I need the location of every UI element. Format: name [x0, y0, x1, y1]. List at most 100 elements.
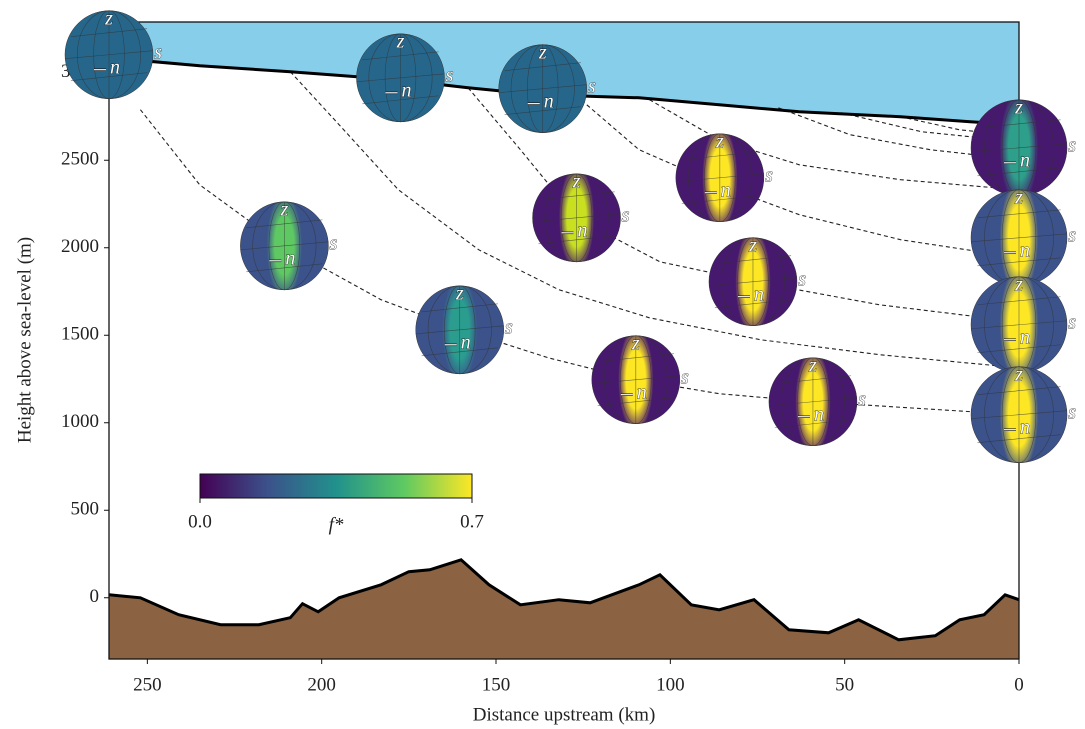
orientation-sphere: z n s — [970, 186, 1076, 287]
sphere-parallel — [362, 95, 439, 105]
sphere-parallel — [714, 299, 792, 308]
y-tick-label: 2500 — [61, 149, 99, 170]
sphere-parallel — [977, 386, 1061, 395]
sphere-parallel — [977, 296, 1061, 306]
flowline — [575, 95, 1019, 259]
sphere-label-s: s — [505, 316, 513, 338]
sphere-parallel — [421, 303, 498, 313]
sphere-parallel — [681, 195, 758, 205]
orientation-sphere: z n s — [768, 354, 866, 447]
sphere-label-s: s — [798, 268, 806, 290]
sphere-parallel — [977, 344, 1061, 354]
y-tick-label: 2000 — [61, 236, 99, 257]
sphere-parallel — [774, 419, 852, 429]
sphere-parallel — [675, 173, 764, 183]
y-axis-label: Height above sea-level (m) — [14, 237, 35, 443]
x-tick-label: 250 — [133, 674, 162, 695]
sphere-parallel — [246, 263, 323, 273]
sphere-parallel — [714, 255, 792, 264]
sphere-outline — [591, 335, 681, 424]
orientation-sphere: z n s — [970, 363, 1076, 464]
sphere-label-z: z — [1014, 363, 1023, 385]
sphere-parallel — [504, 106, 581, 115]
flowline — [139, 109, 1019, 416]
sphere-parallel — [977, 434, 1061, 443]
sphere-label-z: z — [455, 282, 464, 304]
sphere-label-z: z — [279, 198, 288, 220]
orientation-sphere: z n s — [532, 170, 630, 263]
sphere-label-s: s — [329, 232, 337, 254]
overlay: 250200150100500050010001500200025003000z… — [61, 7, 1076, 695]
y-tick-label: 0 — [90, 586, 100, 607]
sphere-label-n: n — [110, 56, 120, 78]
sphere-parallel — [421, 347, 498, 357]
y-tick-label: 1500 — [61, 324, 99, 345]
orientation-sphere: z n s — [498, 41, 596, 133]
sphere-parallel — [970, 143, 1068, 153]
sphere-label-n: n — [1020, 416, 1030, 438]
sphere-label-s: s — [1068, 224, 1076, 246]
sphere-parallel — [415, 325, 504, 335]
sphere-label-s: s — [858, 388, 866, 410]
orientation-sphere: z n s — [591, 332, 689, 425]
sphere-label-n: n — [1020, 149, 1030, 171]
bed-line — [109, 558, 1019, 642]
sphere-parallel — [681, 151, 758, 161]
sphere-parallel — [532, 213, 621, 223]
orientation-sphere: z n s — [708, 234, 806, 327]
sphere-parallel — [538, 235, 615, 245]
sphere-parallel — [70, 28, 148, 38]
colorbar-label: f* — [329, 514, 344, 535]
sphere-parallel — [70, 72, 148, 82]
sphere-label-n: n — [754, 283, 764, 305]
sphere-label-s: s — [1068, 311, 1076, 333]
sphere-parallel — [970, 410, 1068, 419]
sphere-parallel — [498, 84, 587, 93]
sphere-label-s: s — [1068, 401, 1076, 423]
x-tick-label: 0 — [1014, 674, 1024, 695]
sphere-label-n: n — [544, 90, 554, 112]
orientation-sphere: z n s — [240, 198, 338, 291]
sphere-parallel — [538, 191, 615, 201]
sphere-label-n: n — [285, 247, 295, 269]
sphere-label-s: s — [588, 75, 596, 97]
sphere-parallel — [970, 233, 1068, 243]
sphere-parallel — [597, 397, 674, 406]
sphere-label-s: s — [1068, 134, 1076, 156]
surface-line — [109, 56, 1019, 127]
sphere-label-z: z — [396, 30, 405, 52]
x-axis-label: Distance upstream (km) — [473, 704, 656, 725]
sphere-parallel — [977, 209, 1061, 219]
sphere-outline — [708, 237, 798, 326]
flowline — [289, 71, 1019, 369]
sphere-label-z: z — [572, 170, 581, 192]
sphere-label-n: n — [578, 219, 588, 241]
sphere-label-z: z — [808, 354, 817, 376]
sphere-parallel — [977, 119, 1061, 129]
sphere-label-z: z — [631, 332, 640, 354]
sphere-label-n: n — [461, 331, 471, 353]
sphere-parallel — [970, 320, 1068, 330]
sphere-parallel — [597, 353, 674, 362]
sphere-outline — [498, 44, 587, 133]
sphere-label-s: s — [765, 164, 773, 186]
sphere-parallel — [591, 375, 680, 384]
colorbar-tick-label: 0.7 — [460, 511, 484, 532]
orientation-sphere: z n s — [675, 130, 773, 223]
orientation-sphere: z n s — [415, 282, 513, 375]
orientation-sphere: z n s — [970, 273, 1076, 374]
sphere-label-z: z — [715, 130, 724, 152]
sphere-parallel — [768, 397, 857, 407]
y-tick-label: 500 — [71, 499, 100, 520]
sphere-parallel — [64, 50, 154, 60]
orientation-sphere: z n s — [356, 30, 454, 123]
sphere-label-s: s — [154, 41, 162, 63]
sphere-outline — [768, 357, 858, 446]
x-tick-label: 50 — [835, 674, 854, 695]
sphere-parallel — [977, 167, 1061, 177]
sphere-outline — [415, 285, 505, 375]
sphere-outline — [675, 133, 765, 222]
sphere-label-n: n — [401, 79, 411, 101]
sphere-label-n: n — [721, 179, 731, 201]
